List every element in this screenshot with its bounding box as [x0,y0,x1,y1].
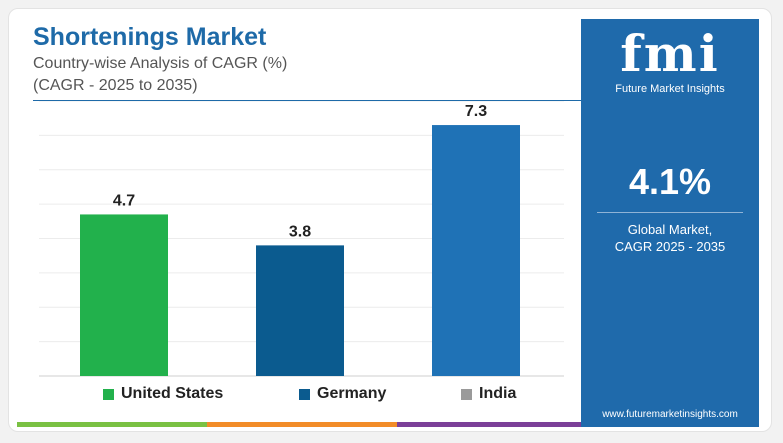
bar-india [432,125,520,376]
chart-subtitle-period: (CAGR - 2025 to 2035) [33,77,198,94]
summary-panel: fmi Future Market Insights 4.1% Global M… [581,19,759,427]
bar-germany [256,245,344,376]
bar-united-states [80,214,168,376]
legend-item-india: India [461,385,516,403]
legend-swatch [299,388,310,400]
fmi-logo: fmi [620,24,720,83]
infographic-card: Shortenings Market Country-wise Analysis… [8,8,772,432]
website-url[interactable]: www.futuremarketinsights.com [602,409,738,420]
page-title: Shortenings Market [33,23,267,51]
global-market-label: Global Market, [627,222,713,237]
logo-tagline: Future Market Insights [615,83,725,95]
legend-label: India [479,385,517,402]
legend-label: Germany [317,385,387,402]
bar-value-label: 3.8 [289,223,311,240]
bar-value-label: 4.7 [113,192,135,209]
footer-bar-green [17,422,207,427]
global-cagr-value: 4.1% [628,161,712,202]
cagr-period-label: CAGR 2025 - 2035 [614,239,726,254]
footer-bar-orange [207,422,397,427]
legend-item-germany: Germany [299,385,386,403]
summary-divider [597,212,743,213]
legend-label: United States [121,385,224,402]
chart-subtitle: Country-wise Analysis of CAGR (%) [33,55,288,72]
legend-item-united-states: United States [103,385,223,403]
bar-value-label: 7.3 [465,103,487,120]
footer-bar-purple [397,422,581,427]
legend-swatch [103,388,114,400]
legend-swatch [461,388,472,400]
bar-chart: 4.7 3.8 7.3 [39,101,564,377]
